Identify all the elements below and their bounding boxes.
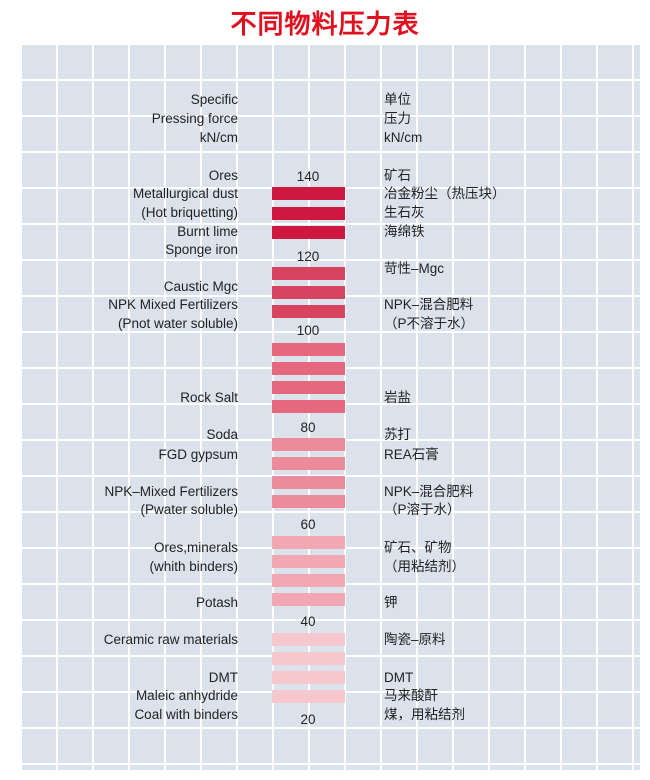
material-zh: 单位	[384, 92, 411, 107]
pressure-bar	[272, 671, 345, 684]
pressure-bar	[272, 207, 345, 220]
pressure-bar	[272, 457, 345, 470]
pressure-bar	[272, 495, 345, 508]
material-zh: 矿石	[384, 168, 411, 183]
scale-label: 120	[296, 249, 320, 264]
material-en: Burnt lime	[177, 224, 238, 239]
material-zh: 海绵铁	[384, 224, 425, 239]
material-zh: 苛性–Mgc	[384, 261, 445, 276]
pressure-bar	[272, 381, 345, 394]
pressure-bar	[272, 305, 345, 318]
material-zh: 岩盐	[384, 390, 411, 405]
material-en: Coal with binders	[134, 707, 238, 722]
material-zh: （用粘结剂）	[384, 559, 465, 574]
pressure-bar	[272, 343, 345, 356]
material-zh: 冶金粉尘（热压块）	[384, 186, 506, 201]
scale-label: 140	[296, 169, 320, 184]
material-zh: 钾	[384, 595, 398, 610]
material-zh: （P溶于水）	[384, 502, 461, 517]
pressure-bar	[272, 226, 345, 239]
material-en: (whith binders)	[149, 559, 238, 574]
material-en: Metallurgical dust	[132, 186, 238, 201]
material-zh: 生石灰	[384, 205, 425, 220]
material-zh: 压力	[384, 111, 411, 126]
material-zh: DMT	[384, 670, 414, 685]
material-zh: 煤，用粘结剂	[384, 707, 465, 722]
pressure-bar	[272, 593, 345, 606]
material-zh: 矿石、矿物	[384, 540, 452, 555]
pressure-bar	[272, 438, 345, 451]
material-en: (Pnot water soluble)	[117, 316, 238, 331]
material-zh: NPK–混合肥料	[384, 484, 474, 499]
scale-label: 100	[296, 323, 320, 338]
material-en: DMT	[208, 670, 238, 685]
pressure-bar	[272, 400, 345, 413]
pressure-bar	[272, 555, 345, 568]
pressure-bar	[272, 690, 345, 703]
material-zh: NPK–混合肥料	[384, 297, 474, 312]
material-en: Specific	[190, 92, 238, 107]
pressure-bar	[272, 267, 345, 280]
material-zh: 苏打	[384, 427, 411, 442]
pressure-bar	[272, 652, 345, 665]
material-en: Caustic Mgc	[163, 279, 238, 294]
material-en: Potash	[195, 595, 238, 610]
pressure-bar	[272, 536, 345, 549]
material-zh: 马来酸酐	[384, 688, 438, 703]
material-en: Ores	[208, 168, 238, 183]
material-en: Rock Salt	[180, 390, 238, 405]
scale-label: 40	[300, 614, 316, 629]
material-en: kN/cm	[199, 130, 238, 145]
material-zh: （P不溶于水）	[384, 316, 475, 331]
title: 不同物料压力表	[230, 9, 420, 39]
material-en: FGD gypsum	[158, 447, 238, 462]
material-en: NPK–Mixed Fertilizers	[104, 484, 238, 499]
pressure-bar	[272, 362, 345, 375]
pressure-bar	[272, 633, 345, 646]
material-en: Ceramic raw materials	[103, 632, 238, 647]
scale-label: 80	[300, 420, 316, 435]
material-en: Sponge iron	[165, 242, 238, 257]
scale-label: 20	[300, 712, 316, 727]
pressure-bar	[272, 286, 345, 299]
material-en: Soda	[206, 427, 238, 442]
material-zh: 陶瓷–原料	[384, 632, 446, 647]
pressure-bar	[272, 574, 345, 587]
pressure-bar	[272, 187, 345, 200]
material-en: NPK Mixed Fertilizers	[108, 297, 238, 312]
material-zh: REA石膏	[384, 447, 439, 462]
pressure-bar	[272, 476, 345, 489]
scale-label: 60	[300, 517, 316, 532]
material-en: Maleic anhydride	[135, 688, 238, 703]
material-en: (Hot briquetting)	[141, 205, 238, 220]
material-en: (Pwater soluble)	[140, 502, 238, 517]
material-en: Pressing force	[151, 111, 238, 126]
material-en: Ores,minerals	[153, 540, 238, 555]
material-zh: kN/cm	[384, 130, 423, 145]
